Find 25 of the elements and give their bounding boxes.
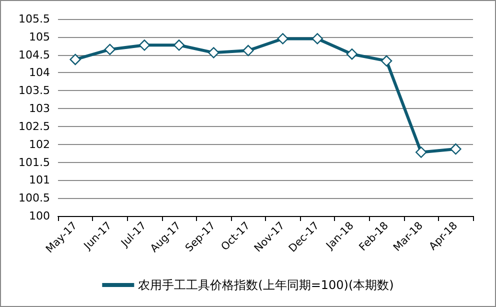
point [277,33,288,44]
point [70,54,81,66]
point [346,48,358,60]
y-tick-label: 103.5 [18,84,50,98]
point [380,55,392,67]
y-tick-label: 104.5 [18,48,50,62]
y-tick-label: 102 [29,138,50,151]
point [208,47,220,58]
y-tick-label: 102.5 [18,120,50,133]
point [104,44,116,56]
point [450,143,462,155]
point [312,33,323,44]
y-tick-label: 104 [29,66,50,80]
legend-label: 农用手工工具价格指数(上年同期=100)(本期数) [138,278,394,292]
point [242,44,254,56]
point [416,146,427,158]
y-tick-label: 101 [29,174,50,187]
y-tick-label: 105 [29,30,50,44]
y-tick-label: 100 [29,210,50,222]
y-tick-label: 100.5 [18,192,50,205]
y-tick-label: 105.5 [18,12,50,26]
point [173,40,185,51]
y-tick-label: 103 [29,102,50,116]
y-tick-label: 101.5 [18,156,50,169]
point [138,40,150,51]
